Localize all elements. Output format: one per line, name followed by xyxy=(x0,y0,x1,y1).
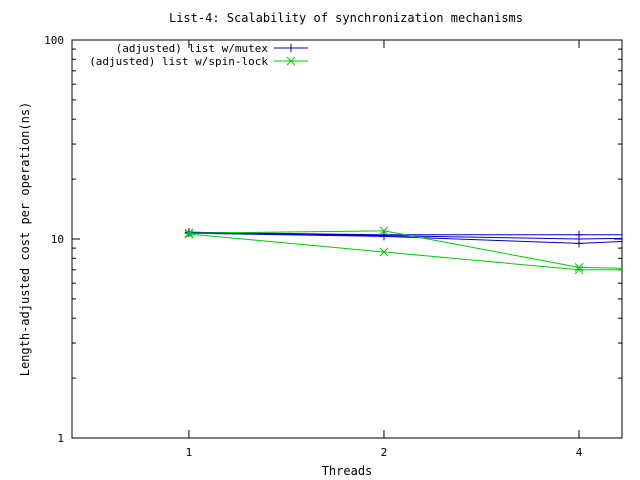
data-point-b xyxy=(574,265,584,275)
y-tick-label: 1 xyxy=(57,432,64,445)
y-tick-label: 100 xyxy=(44,34,64,47)
chart-title: List-4: Scalability of synchronization m… xyxy=(169,11,523,25)
legend-marker-b xyxy=(286,56,296,66)
data-point-b xyxy=(379,247,389,257)
series-line xyxy=(188,233,622,271)
series-spin-lock xyxy=(184,226,622,275)
legend: (adjusted) list w/mutex(adjusted) list w… xyxy=(89,42,308,68)
x-axis-label: Threads xyxy=(322,464,373,478)
data-point-b xyxy=(379,226,389,236)
legend-label: (adjusted) list w/spin-lock xyxy=(89,55,268,68)
x-tick-label: 1 xyxy=(186,446,193,459)
x-tick-label: 4 xyxy=(576,446,583,459)
series-layer xyxy=(184,226,622,275)
data-point-b xyxy=(184,229,194,239)
y-tick-label: 10 xyxy=(51,233,64,246)
y-axis-label: Length-adjusted cost per operation(ns) xyxy=(18,102,32,377)
series-clip-group xyxy=(184,226,622,275)
data-point-b xyxy=(184,228,194,238)
x-tick-label: 2 xyxy=(381,446,388,459)
series-line xyxy=(188,231,622,240)
plot-frame xyxy=(71,39,623,439)
series-mutex xyxy=(184,228,622,248)
legend-label: (adjusted) list w/mutex xyxy=(116,42,269,55)
axis-ticks: 1 2 4 1 10 100 xyxy=(44,34,622,459)
series-line xyxy=(188,232,622,244)
series-line xyxy=(188,230,622,269)
